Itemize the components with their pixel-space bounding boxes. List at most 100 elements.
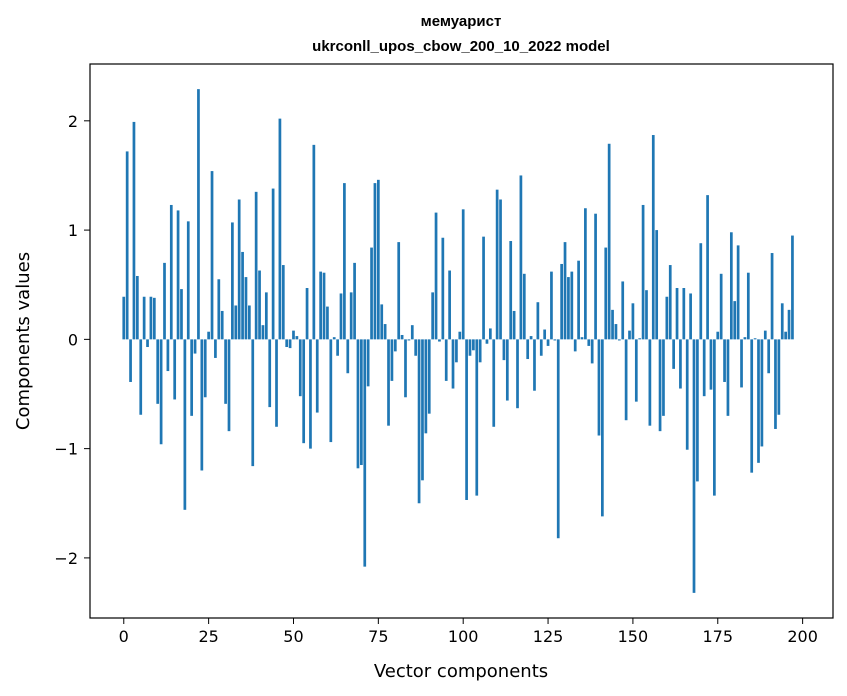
y-tick-label: −2 (54, 549, 78, 568)
bar (444, 339, 448, 381)
bar (492, 339, 496, 427)
bar (404, 339, 407, 398)
x-tick-label: 0 (119, 627, 129, 646)
bar (197, 89, 200, 340)
bar (203, 339, 207, 398)
bar (180, 289, 183, 340)
bar (651, 135, 655, 340)
bar (665, 296, 669, 340)
bar (183, 339, 187, 510)
bar (278, 118, 282, 340)
bar (743, 337, 747, 340)
bar (601, 339, 604, 517)
bar (421, 339, 424, 481)
bar (746, 272, 750, 340)
bar (390, 339, 394, 381)
bar (407, 339, 411, 341)
bar (791, 235, 794, 340)
bar (770, 253, 774, 340)
bar (516, 339, 519, 409)
bar (234, 305, 238, 340)
bar (231, 222, 234, 340)
chart-title: мемуарист (421, 13, 502, 30)
bar (366, 339, 370, 387)
bar (251, 339, 255, 467)
bar (509, 241, 513, 340)
bar (224, 339, 227, 404)
bar (339, 293, 343, 340)
y-tick-label: 1 (68, 221, 78, 240)
bar (281, 265, 285, 340)
bar (319, 271, 322, 340)
bar (414, 339, 418, 356)
bar (723, 339, 726, 382)
bar (370, 247, 373, 340)
bar (376, 179, 380, 340)
bar (682, 288, 686, 340)
bar (577, 260, 580, 340)
y-tick-label: 0 (68, 330, 78, 349)
bar (326, 306, 329, 340)
bar (580, 337, 584, 340)
bar (733, 301, 737, 340)
x-tick-label: 175 (702, 627, 733, 646)
bar (129, 339, 132, 382)
bar (315, 339, 319, 413)
bar (597, 339, 601, 436)
bar (760, 339, 764, 447)
bar (360, 339, 363, 466)
bar (227, 339, 231, 432)
bar (740, 339, 743, 388)
bar-series (122, 89, 794, 593)
bar (505, 339, 509, 401)
bar (220, 310, 224, 340)
bar (536, 302, 540, 340)
x-tick-label: 100 (448, 627, 479, 646)
bar (753, 338, 757, 340)
bar (461, 209, 465, 340)
bar (332, 337, 336, 340)
bar (478, 339, 482, 363)
bar (488, 328, 492, 340)
bar (156, 339, 160, 404)
bar (387, 339, 390, 426)
bar (139, 339, 143, 415)
bar (621, 281, 625, 340)
bar (292, 330, 295, 340)
bar (200, 339, 204, 471)
bar (482, 236, 485, 340)
bar (617, 339, 621, 341)
y-axis-ticks: −2 −1 0 1 2 (54, 112, 90, 568)
bar (685, 339, 689, 450)
bar (322, 272, 326, 340)
bar (302, 339, 306, 444)
bar (380, 304, 384, 340)
x-tick-label: 50 (283, 627, 303, 646)
bar (336, 339, 339, 356)
bar (465, 339, 468, 500)
bar (679, 339, 682, 389)
bar (713, 339, 716, 496)
bar (570, 271, 574, 340)
x-tick-label: 125 (533, 627, 564, 646)
bar (767, 339, 771, 374)
bar (241, 251, 244, 340)
bar (750, 339, 754, 473)
bar (658, 339, 662, 432)
bar (190, 339, 194, 416)
bar (264, 292, 268, 340)
bar (173, 339, 177, 400)
bar (668, 265, 672, 340)
bar (672, 339, 675, 369)
bar (604, 247, 608, 340)
bar (590, 339, 594, 364)
bar (329, 339, 333, 443)
bar (441, 237, 445, 340)
bar (193, 339, 197, 354)
bar (777, 339, 781, 415)
bar (135, 275, 139, 340)
bar (594, 213, 597, 340)
bar (628, 330, 631, 340)
bar (142, 296, 146, 340)
bar (726, 339, 730, 416)
